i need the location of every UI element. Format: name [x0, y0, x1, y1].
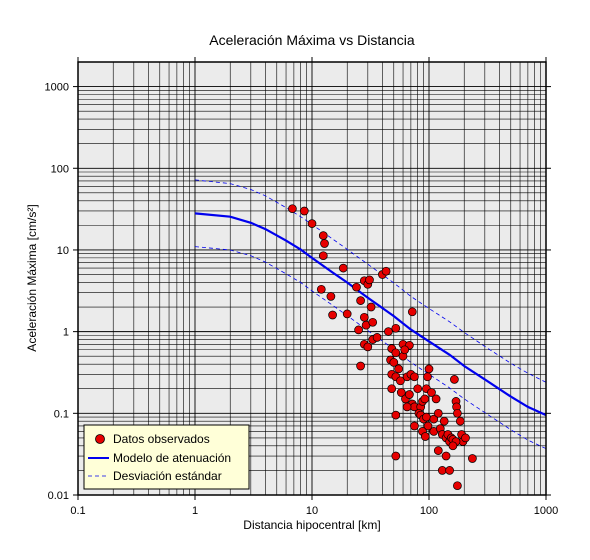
data-point: [422, 412, 431, 422]
data-point: [328, 310, 337, 320]
data-point: [307, 219, 317, 228]
data-point: [363, 342, 373, 352]
data-point: [389, 358, 399, 367]
data-point: [326, 292, 336, 301]
data-point: [316, 284, 326, 294]
data-point: [402, 402, 412, 412]
data-point: [391, 348, 401, 358]
x-tick-label: 1000: [534, 505, 558, 517]
data-point: [318, 231, 328, 240]
data-point: [320, 239, 329, 248]
y-axis-label: Aceleración Máxima [cm/s²]: [25, 204, 39, 351]
data-point: [342, 309, 352, 319]
y-tick-label: 10: [57, 245, 69, 257]
data-point: [453, 408, 462, 418]
legend-label-stddev: Desviación estándar: [113, 469, 222, 483]
data-point: [420, 394, 430, 404]
data-point: [431, 394, 441, 404]
chart-title: Aceleración Máxima vs Distancia: [209, 32, 415, 48]
y-tick-label: 1: [63, 327, 69, 339]
data-point: [461, 433, 470, 443]
data-point: [433, 408, 443, 418]
data-point: [468, 454, 477, 463]
legend-box: [83, 424, 250, 490]
y-tick-label: 0.01: [48, 490, 69, 502]
y-tick-label: 100: [51, 163, 69, 175]
data-point: [352, 282, 361, 292]
legend-label-observed: Datos observados: [113, 432, 210, 446]
data-point: [356, 361, 365, 371]
data-point: [354, 325, 363, 335]
y-tick-label: 1000: [45, 82, 69, 94]
data-points: [288, 204, 477, 491]
data-point: [368, 317, 378, 327]
data-point: [410, 421, 419, 431]
data-point: [405, 390, 414, 399]
data-point: [299, 206, 309, 216]
data-point: [424, 364, 434, 374]
data-point: [441, 451, 451, 461]
data-point: [365, 275, 374, 285]
legend: Datos observados Modelo de atenuación De…: [83, 424, 250, 490]
legend-marker-observed: [95, 434, 105, 444]
data-point: [394, 364, 403, 374]
data-point: [433, 446, 443, 455]
data-point: [413, 384, 423, 394]
x-tick-label: 0.1: [70, 505, 85, 517]
data-point: [410, 372, 419, 382]
data-point: [439, 416, 449, 426]
data-point: [429, 414, 439, 424]
data-point: [445, 466, 454, 475]
data-point: [381, 266, 391, 276]
data-point: [396, 388, 406, 397]
data-point: [288, 204, 297, 214]
data-point: [384, 327, 393, 336]
legend-label-model: Modelo de atenuación: [113, 451, 231, 465]
data-point: [372, 333, 382, 342]
data-point: [407, 307, 417, 317]
data-point: [427, 388, 436, 397]
stddev-upper-line: [194, 179, 547, 383]
data-point: [423, 372, 432, 382]
data-point: [318, 251, 328, 261]
data-point: [391, 323, 401, 333]
x-tick-label: 100: [420, 505, 438, 517]
stddev-lower-line: [194, 246, 547, 449]
x-tick-label: 1: [192, 505, 198, 517]
series-lines: [194, 179, 547, 449]
data-point: [400, 345, 410, 355]
grid: [78, 62, 546, 495]
data-point: [356, 296, 365, 305]
y-tick-label: 0.1: [54, 408, 69, 420]
data-point: [453, 481, 462, 491]
data-point: [387, 384, 397, 394]
data-point: [391, 451, 401, 461]
data-point: [396, 376, 405, 386]
data-point: [448, 441, 458, 451]
data-point: [450, 375, 459, 384]
data-point: [391, 410, 401, 420]
data-point: [338, 263, 348, 273]
data-point: [366, 302, 376, 312]
x-axis-label: Distancia hipocentral [km]: [243, 518, 380, 532]
x-tick-label: 10: [306, 505, 318, 517]
data-point: [437, 466, 447, 475]
data-point: [423, 421, 433, 431]
data-point: [420, 432, 430, 441]
attenuation-model-line: [194, 212, 547, 417]
data-point: [455, 416, 465, 426]
data-point: [359, 312, 369, 322]
